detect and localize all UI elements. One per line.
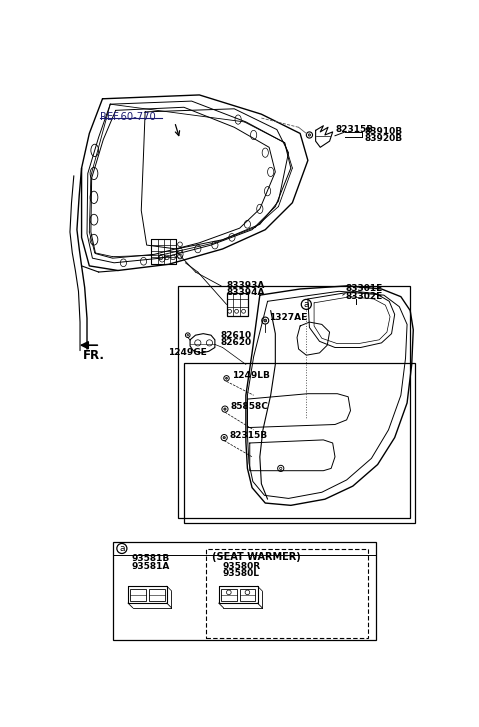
- Circle shape: [223, 436, 225, 439]
- Text: 1249GE: 1249GE: [169, 348, 207, 358]
- Text: 83910B: 83910B: [365, 127, 402, 137]
- Bar: [130, 589, 146, 601]
- Text: 82620: 82620: [220, 338, 251, 348]
- Circle shape: [264, 319, 267, 322]
- Text: a: a: [304, 300, 309, 309]
- Circle shape: [224, 408, 226, 410]
- Text: (SEAT WARMER): (SEAT WARMER): [212, 552, 300, 562]
- Text: REF.60-770: REF.60-770: [100, 111, 156, 121]
- Text: 1249LB: 1249LB: [232, 371, 270, 380]
- Text: 82610: 82610: [220, 331, 251, 340]
- Bar: [240, 589, 255, 601]
- Bar: [184, 363, 415, 523]
- Text: 1327AE: 1327AE: [269, 313, 308, 322]
- Text: 93580R: 93580R: [223, 562, 261, 571]
- Bar: [178, 286, 410, 518]
- Circle shape: [226, 377, 228, 379]
- Text: 83393A: 83393A: [227, 281, 265, 290]
- Bar: [149, 589, 164, 601]
- Text: 85858C: 85858C: [230, 402, 268, 411]
- Text: 82315B: 82315B: [335, 125, 373, 134]
- Text: 83394A: 83394A: [227, 289, 265, 297]
- Text: FR.: FR.: [83, 349, 105, 362]
- Text: 93580L: 93580L: [223, 569, 260, 579]
- Bar: [227, 293, 248, 316]
- Text: a: a: [119, 544, 125, 553]
- Text: 93581A: 93581A: [131, 562, 170, 571]
- Bar: [205, 549, 368, 638]
- Bar: [113, 542, 376, 640]
- Text: 83301E: 83301E: [345, 284, 382, 294]
- Text: 93581B: 93581B: [131, 554, 170, 563]
- Text: 83302E: 83302E: [345, 292, 382, 301]
- Circle shape: [308, 134, 310, 136]
- Bar: [221, 589, 237, 601]
- Text: 83920B: 83920B: [365, 134, 402, 143]
- Text: 82315B: 82315B: [229, 431, 268, 440]
